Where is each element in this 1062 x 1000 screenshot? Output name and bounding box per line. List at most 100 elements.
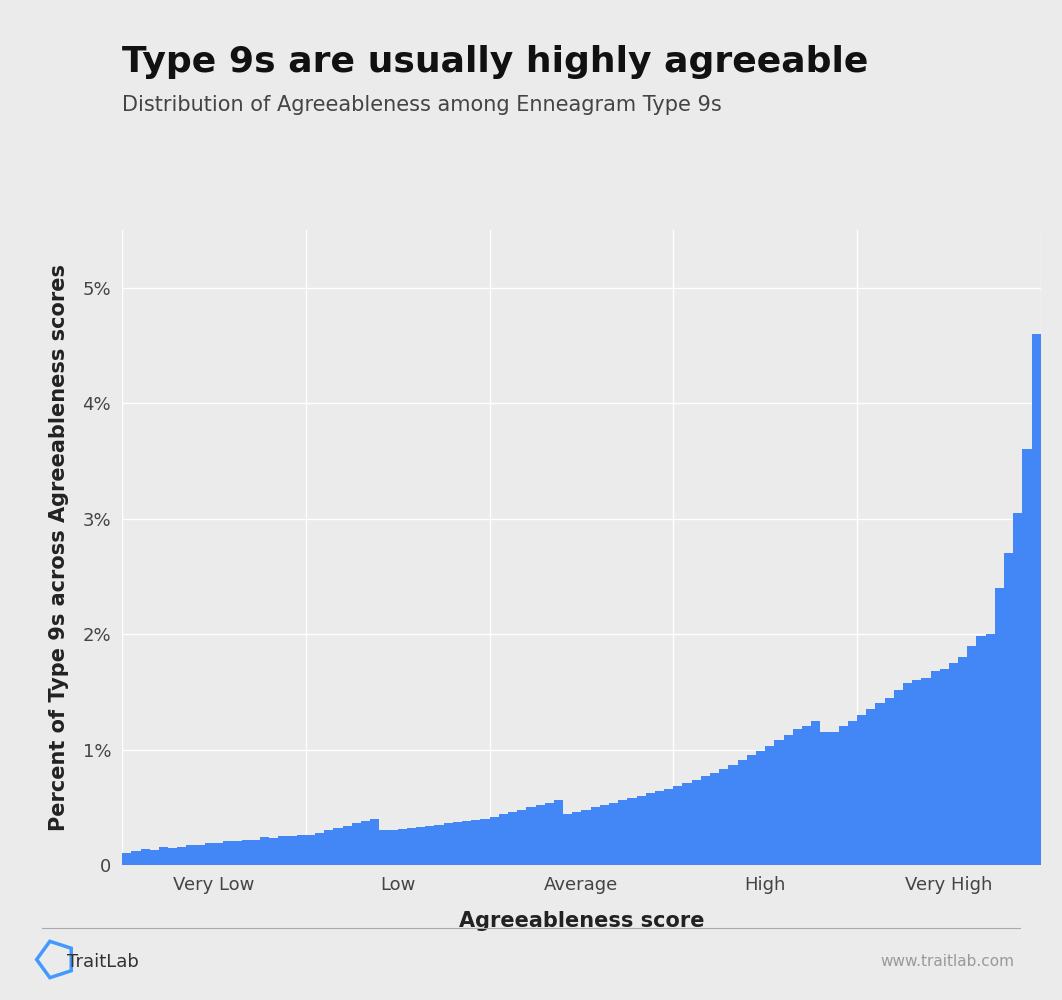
- Bar: [802, 726, 811, 865]
- Bar: [590, 807, 600, 865]
- Bar: [903, 683, 912, 865]
- Bar: [600, 805, 609, 865]
- X-axis label: Agreeableness score: Agreeableness score: [459, 911, 704, 931]
- Bar: [683, 783, 691, 865]
- Bar: [379, 830, 389, 865]
- Bar: [1023, 449, 1031, 865]
- Bar: [784, 735, 792, 865]
- Bar: [719, 769, 729, 865]
- Bar: [343, 826, 352, 865]
- Bar: [508, 812, 517, 865]
- Bar: [554, 800, 563, 865]
- Bar: [894, 690, 903, 865]
- Bar: [986, 634, 995, 865]
- Bar: [839, 726, 847, 865]
- Bar: [223, 841, 233, 865]
- Bar: [306, 835, 315, 865]
- Bar: [251, 840, 260, 865]
- Bar: [1004, 553, 1013, 865]
- Bar: [774, 740, 784, 865]
- Bar: [288, 836, 296, 865]
- Bar: [912, 680, 922, 865]
- Bar: [407, 828, 416, 865]
- Bar: [1031, 334, 1041, 865]
- Bar: [205, 843, 213, 865]
- Text: Distribution of Agreeableness among Enneagram Type 9s: Distribution of Agreeableness among Enne…: [122, 95, 722, 115]
- Bar: [710, 773, 719, 865]
- Bar: [389, 830, 397, 865]
- Bar: [398, 829, 407, 865]
- Bar: [444, 823, 452, 865]
- Bar: [765, 746, 774, 865]
- Bar: [177, 847, 187, 865]
- Bar: [618, 800, 628, 865]
- Bar: [315, 833, 324, 865]
- Bar: [535, 805, 545, 865]
- Bar: [811, 721, 820, 865]
- Bar: [572, 812, 582, 865]
- Bar: [646, 793, 655, 865]
- Bar: [499, 814, 508, 865]
- Text: www.traitlab.com: www.traitlab.com: [880, 954, 1014, 970]
- Bar: [122, 853, 132, 865]
- Bar: [490, 817, 499, 865]
- Bar: [425, 826, 434, 865]
- Bar: [1013, 513, 1023, 865]
- Bar: [452, 822, 462, 865]
- Bar: [930, 671, 940, 865]
- Bar: [664, 789, 673, 865]
- Bar: [756, 751, 765, 865]
- Bar: [940, 669, 949, 865]
- Bar: [296, 835, 306, 865]
- Bar: [545, 803, 554, 865]
- Bar: [361, 821, 371, 865]
- Bar: [738, 760, 747, 865]
- Bar: [233, 841, 241, 865]
- Bar: [187, 845, 195, 865]
- Bar: [628, 798, 636, 865]
- Bar: [150, 850, 159, 865]
- Bar: [820, 732, 829, 865]
- Bar: [324, 830, 333, 865]
- Text: Type 9s are usually highly agreeable: Type 9s are usually highly agreeable: [122, 45, 869, 79]
- Bar: [729, 765, 738, 865]
- Bar: [967, 646, 976, 865]
- Bar: [792, 729, 802, 865]
- Text: TraitLab: TraitLab: [67, 953, 139, 971]
- Bar: [472, 820, 480, 865]
- Bar: [527, 807, 535, 865]
- Bar: [949, 663, 958, 865]
- Bar: [132, 851, 140, 865]
- Bar: [260, 837, 269, 865]
- Bar: [922, 678, 930, 865]
- Bar: [691, 780, 701, 865]
- Bar: [636, 796, 646, 865]
- Bar: [462, 821, 472, 865]
- Bar: [563, 814, 572, 865]
- Bar: [747, 755, 756, 865]
- Y-axis label: Percent of Type 9s across Agreeableness scores: Percent of Type 9s across Agreeableness …: [49, 264, 69, 831]
- Bar: [195, 845, 205, 865]
- Bar: [976, 636, 986, 865]
- Bar: [352, 823, 361, 865]
- Bar: [655, 791, 664, 865]
- Bar: [269, 838, 278, 865]
- Bar: [480, 819, 490, 865]
- Bar: [517, 810, 527, 865]
- Bar: [159, 847, 168, 865]
- Bar: [168, 848, 177, 865]
- Bar: [371, 819, 379, 865]
- Bar: [241, 840, 251, 865]
- Bar: [857, 715, 867, 865]
- Bar: [958, 657, 967, 865]
- Bar: [609, 803, 618, 865]
- Bar: [701, 776, 710, 865]
- Bar: [278, 836, 288, 865]
- Bar: [333, 828, 343, 865]
- Bar: [140, 849, 150, 865]
- Bar: [213, 843, 223, 865]
- Bar: [673, 786, 683, 865]
- Bar: [995, 588, 1004, 865]
- Bar: [416, 827, 425, 865]
- Bar: [885, 698, 894, 865]
